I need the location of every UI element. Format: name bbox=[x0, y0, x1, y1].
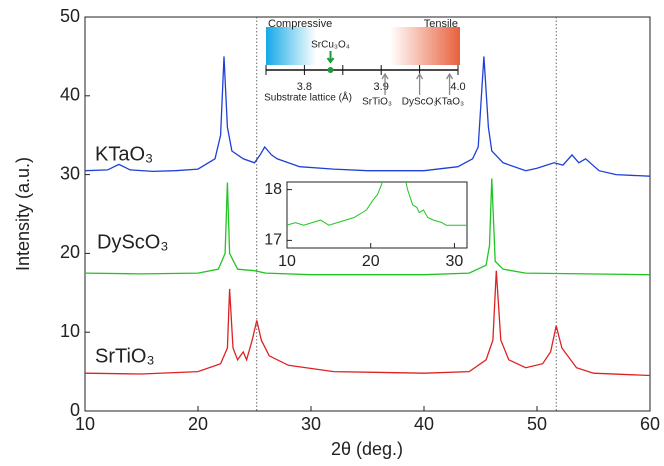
film-label: SrCu₃O₄ bbox=[311, 40, 350, 51]
film-arrow bbox=[326, 51, 335, 64]
series-label: DyScO₃ bbox=[97, 231, 168, 253]
scale-tick-label: 4.0 bbox=[450, 81, 465, 93]
tensile-label: Tensile bbox=[424, 18, 458, 30]
series-line bbox=[85, 270, 650, 377]
x-tick-label: 20 bbox=[362, 253, 380, 270]
x-tick-label: 20 bbox=[188, 414, 208, 434]
series-group bbox=[85, 56, 650, 377]
y-tick-label: 10 bbox=[60, 321, 80, 341]
y-tick-label: 17 bbox=[264, 232, 282, 249]
series-line bbox=[85, 178, 650, 276]
scale-label: Substrate lattice (Å) bbox=[264, 91, 352, 104]
substrate-label: KTaO₃ bbox=[435, 97, 464, 108]
substrate-label: SrTiO₃ bbox=[362, 97, 392, 108]
x-tick-label: 50 bbox=[527, 414, 547, 434]
y-tick-label: 30 bbox=[60, 163, 80, 183]
x-tick-label: 10 bbox=[278, 253, 296, 270]
film-marker bbox=[327, 67, 334, 73]
series-label: KTaO₃ bbox=[95, 143, 153, 165]
scale-tick-label: 3.8 bbox=[297, 81, 312, 93]
x-tick-label: 40 bbox=[414, 414, 434, 434]
compressive-gradient bbox=[266, 27, 316, 65]
inset-frame bbox=[286, 181, 468, 249]
series-label: SrTiO₃ bbox=[95, 345, 155, 367]
x-tick-label: 10 bbox=[75, 414, 95, 434]
y-tick-label: 20 bbox=[60, 242, 80, 262]
tensile-gradient bbox=[390, 27, 460, 65]
substrate-label: DyScO₃ bbox=[402, 97, 438, 108]
x-tick-label: 60 bbox=[640, 414, 660, 434]
series-line bbox=[85, 56, 650, 177]
plot-frame bbox=[84, 16, 651, 412]
y-tick-label: 40 bbox=[60, 85, 80, 105]
scale-tick-label: 3.9 bbox=[374, 81, 389, 93]
series-line bbox=[287, 182, 467, 226]
compressive-label: Compressive bbox=[268, 18, 332, 30]
x-tick-label: 30 bbox=[446, 253, 464, 270]
substrate-arrow bbox=[416, 72, 424, 95]
x-tick-label: 30 bbox=[301, 414, 321, 434]
series-group bbox=[287, 182, 467, 226]
y-axis-label: Intensity (a.u.) bbox=[13, 157, 33, 271]
y-tick-label: 50 bbox=[60, 6, 80, 26]
y-tick-label: 18 bbox=[264, 181, 282, 198]
substrate-arrow bbox=[381, 72, 389, 95]
y-tick-label: 0 bbox=[70, 400, 80, 420]
x-axis-label: 2θ (deg.) bbox=[331, 439, 403, 459]
substrate-arrow bbox=[445, 72, 454, 95]
